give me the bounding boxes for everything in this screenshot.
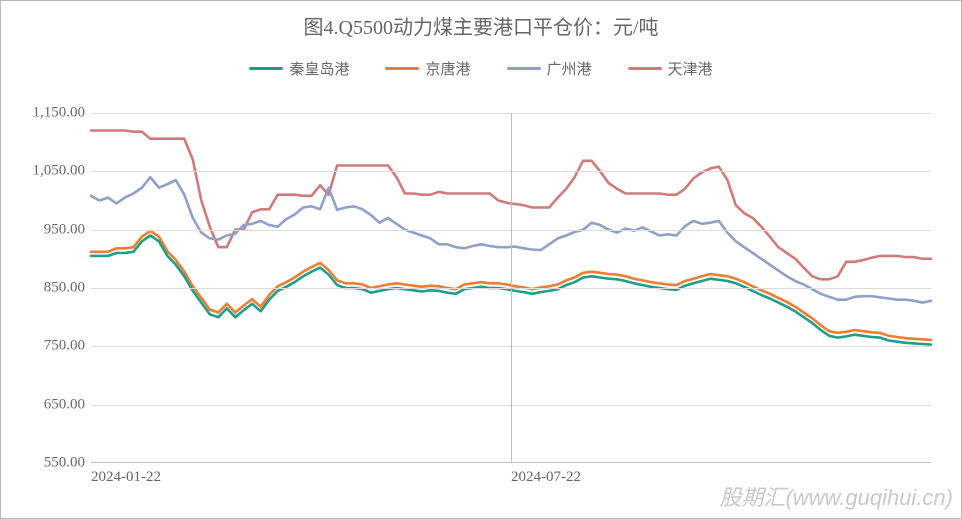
legend-item-tianjin: 天津港 <box>628 58 713 79</box>
y-axis-label: 1,050.00 <box>33 163 92 180</box>
y-axis-label: 550.00 <box>44 455 91 472</box>
chart-title: 图4.Q5500动力煤主要港口平仓价：元/吨 <box>1 1 961 40</box>
legend: 秦皇岛港 京唐港 广州港 天津港 <box>1 58 961 79</box>
legend-swatch <box>507 67 541 71</box>
x-axis-label: 2024-01-22 <box>91 463 161 486</box>
legend-item-guangzhou: 广州港 <box>507 58 592 79</box>
legend-label: 广州港 <box>547 58 592 79</box>
y-axis-label: 1,150.00 <box>33 105 92 122</box>
x-axis-label: 2024-07-22 <box>511 463 581 486</box>
legend-swatch <box>249 67 283 71</box>
chart-container: 图4.Q5500动力煤主要港口平仓价：元/吨 秦皇岛港 京唐港 广州港 天津港 … <box>0 0 962 519</box>
y-axis-label: 650.00 <box>44 396 91 413</box>
legend-swatch <box>385 67 419 71</box>
y-axis-label: 850.00 <box>44 280 91 297</box>
legend-item-jingtang: 京唐港 <box>385 58 470 79</box>
legend-label: 京唐港 <box>425 58 470 79</box>
plot-area: 550.00650.00750.00850.00950.001,050.001,… <box>91 113 931 463</box>
x-axis-center-rule <box>511 113 512 463</box>
watermark: 股期汇(www.guqihui.cn) <box>719 480 953 512</box>
y-axis-label: 950.00 <box>44 221 91 238</box>
legend-label: 秦皇岛港 <box>289 58 349 79</box>
legend-swatch <box>628 67 662 71</box>
legend-item-qinhuangdao: 秦皇岛港 <box>249 58 349 79</box>
legend-label: 天津港 <box>668 58 713 79</box>
y-axis-label: 750.00 <box>44 338 91 355</box>
